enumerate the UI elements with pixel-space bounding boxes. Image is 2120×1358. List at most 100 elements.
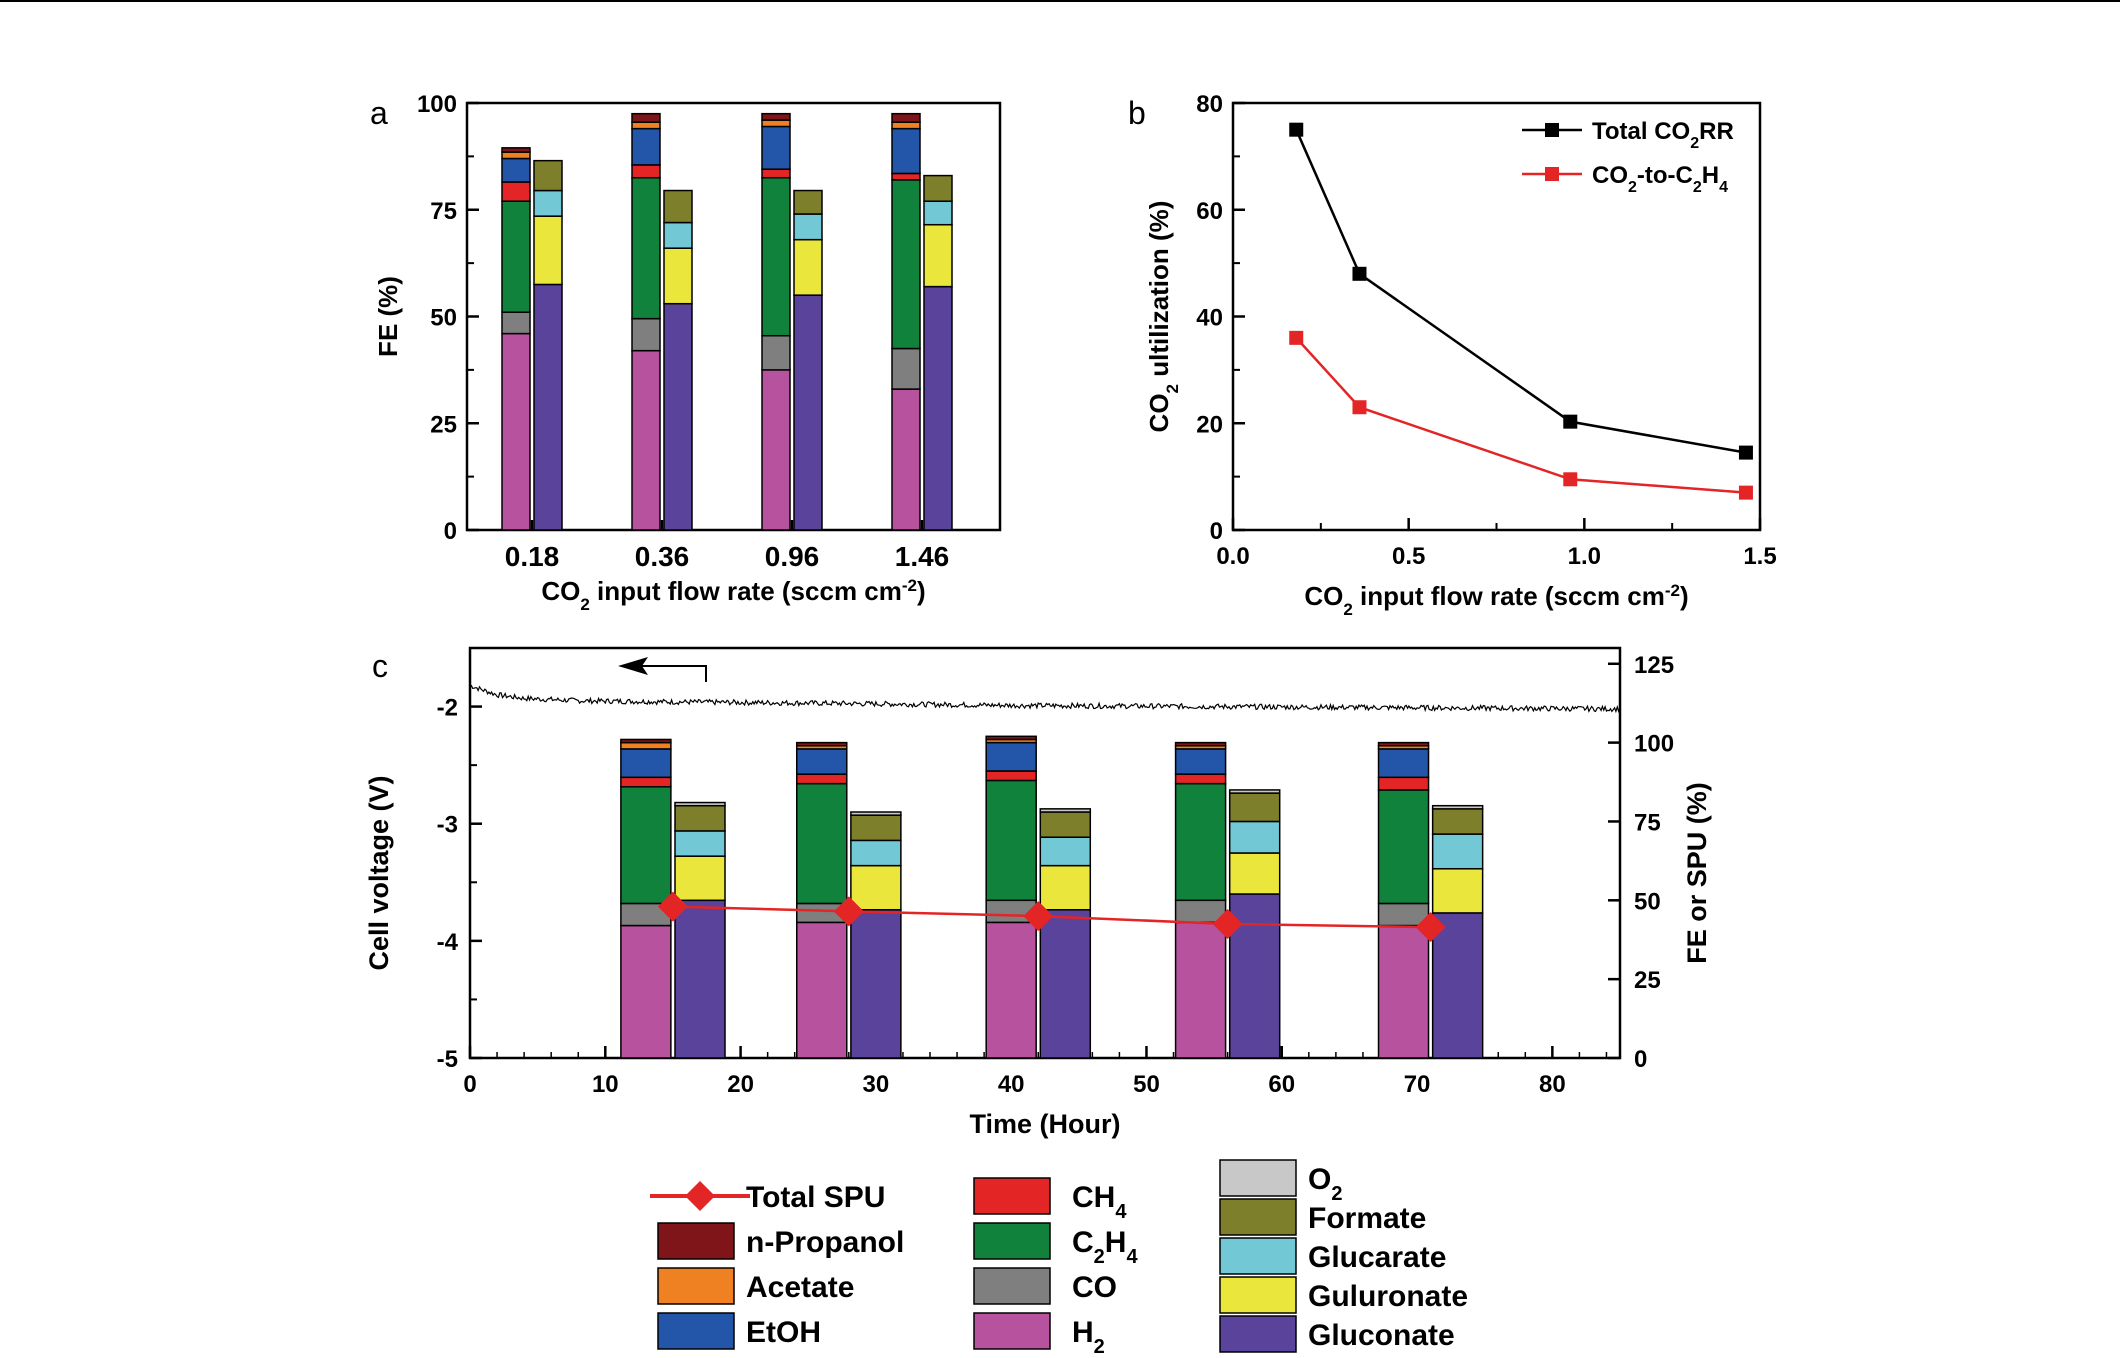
panel-b-point-1 — [1738, 485, 1753, 500]
legend-label-guluronate: Guluronate — [1308, 1280, 1468, 1313]
legend-swatch-total-spu-marker — [685, 1181, 715, 1211]
panel-c-bar-cathode-etoh — [1377, 748, 1430, 779]
panel-c-xtick-label: 40 — [998, 1071, 1025, 1098]
legend-swatch-ch4 — [973, 1177, 1051, 1215]
panel-c-yleft-tick-label: -4 — [437, 929, 459, 956]
panel-a-bar-anode-gluconate — [923, 285, 953, 531]
panel-c-bar-anode-glucarate — [1431, 833, 1484, 870]
panel-c-bar-cathode-ch4 — [1377, 776, 1430, 791]
panel-a-bar-anode-glucarate — [663, 221, 693, 249]
panel-c-xtick-label: 20 — [727, 1071, 754, 1098]
panel-c-xtick-label: 30 — [863, 1071, 890, 1098]
legend-swatch-c2h4 — [973, 1222, 1051, 1260]
panel-c-bar-anode-gluconate — [1228, 893, 1281, 1059]
panel-c-bar-anode-o2 — [674, 801, 726, 807]
panel-label-b: b — [1128, 95, 1146, 131]
panel-a-bar-cathode-etoh — [891, 127, 921, 175]
legend-swatch-gluconate — [1219, 1315, 1297, 1353]
panel-b-point-0 — [1352, 266, 1367, 281]
panel-c-bar-anode-guluronate — [674, 855, 726, 902]
panel-label-c: c — [372, 648, 388, 684]
panel-a-xtick-label: 1.46 — [895, 541, 950, 572]
panel-c-yright-tick-label: 0 — [1634, 1046, 1647, 1073]
panel-c-yleft-tick-label: -2 — [437, 695, 458, 722]
panel-c-yright-tick-label: 25 — [1634, 967, 1661, 994]
legend-label-ch4: CH4 — [1072, 1181, 1127, 1223]
panel-c-bar-cathode-c2h4 — [985, 779, 1037, 902]
panel-c-bar-cathode-etoh — [1174, 748, 1227, 775]
panel-a-bar-cathode-acetate — [631, 121, 661, 130]
panel-b-point-0 — [1563, 414, 1578, 429]
panel-b-ytick-label: 0 — [1210, 518, 1223, 545]
panel-b-legend-marker-0 — [1545, 123, 1559, 137]
panel-a-bar-anode-gluconate — [793, 294, 823, 531]
legend-label-n-propanol: n-Propanol — [746, 1226, 904, 1259]
panel-a-bar-cathode-etoh — [501, 157, 531, 183]
panel-c-bar-anode-formate — [674, 804, 726, 832]
panel-c-spu-point — [657, 891, 688, 922]
panel-b-legend-label-0: Total CO2RR — [1592, 118, 1734, 152]
panel-a-bar-cathode-n-propanol — [631, 112, 661, 123]
panel-c-bar-cathode-etoh — [620, 748, 672, 779]
legend-swatch-n-propanol — [657, 1222, 735, 1260]
panel-b-legend-marker-1 — [1545, 167, 1559, 181]
panel-c-bar-anode-glucarate — [674, 830, 726, 857]
panel-b-point-1 — [1352, 400, 1367, 415]
panel-b-line-1 — [1295, 337, 1747, 494]
panel-a-bar-anode-guluronate — [923, 223, 953, 288]
panel-c-bar-cathode-h2 — [620, 924, 672, 1059]
panel-a-bar-anode-formate — [923, 174, 953, 202]
panel-a-bar-cathode-n-propanol — [761, 112, 791, 121]
panel-c-bar-anode-o2 — [1039, 808, 1092, 813]
panel-c-bar-anode-glucarate — [1228, 820, 1281, 854]
panel-a-bar-cathode-co — [631, 317, 661, 352]
panel-c-bar-cathode-etoh — [985, 741, 1037, 772]
panel-c-bar-anode-glucarate — [1039, 836, 1092, 867]
legend-label-glucarate: Glucarate — [1308, 1241, 1446, 1274]
panel-c-yright-tick-label: 100 — [1634, 731, 1674, 758]
panel-c-spu-point — [833, 896, 864, 927]
panel-c-bar-cathode-ch4 — [985, 770, 1037, 782]
panel-a-bar-cathode-c2h4 — [631, 176, 661, 320]
panel-c-bar-anode-formate — [1228, 792, 1281, 823]
panel-b-point-1 — [1289, 330, 1304, 345]
panel-a-bar-cathode-acetate — [891, 121, 921, 130]
legend-swatch-glucarate — [1219, 1237, 1297, 1275]
panel-a-bar-anode-guluronate — [793, 238, 823, 296]
panel-c-bar-anode-o2 — [1228, 789, 1281, 794]
panel-a-ytick-label: 0 — [444, 518, 457, 545]
panel-c-bar-cathode-n-propanol — [1377, 741, 1430, 747]
panel-c-xtick-label: 0 — [463, 1071, 476, 1098]
panel-c-voltage-trace — [469, 684, 1621, 714]
panel-c-spu-point — [1023, 901, 1054, 932]
legend-swatch-o2 — [1219, 1159, 1297, 1197]
panel-b-xtick-label: 1.0 — [1568, 543, 1601, 570]
panel-c-yright-tick-label: 50 — [1634, 888, 1661, 915]
panel-c-spu-point — [1415, 912, 1446, 943]
panel-c-bar-cathode-c2h4 — [796, 782, 848, 905]
panel-a-bar-anode-glucarate — [793, 213, 823, 241]
panel-a-bar-cathode-co — [761, 334, 791, 371]
legend-label-gluconate: Gluconate — [1308, 1319, 1455, 1352]
panel-a-bar-cathode-etoh — [631, 127, 661, 166]
panel-a-bar-anode-guluronate — [533, 215, 563, 286]
panel-c-bar-anode-guluronate — [1039, 864, 1092, 911]
legend-label-formate: Formate — [1308, 1202, 1426, 1235]
panel-b-line-0 — [1295, 129, 1747, 454]
panel-c-bar-anode-o2 — [850, 811, 902, 816]
panel-a-ytick-label: 75 — [430, 198, 457, 225]
panel-c-left-axis-arrow-head — [618, 657, 648, 675]
panel-a-xtick-label: 0.18 — [505, 541, 560, 572]
panel-b-ytick-label: 40 — [1196, 305, 1223, 332]
legend-swatch-co — [973, 1267, 1051, 1305]
panel-c-bar-cathode-n-propanol — [796, 741, 848, 747]
legend-swatch-formate — [1219, 1198, 1297, 1236]
panel-a-ylabel: FE (%) — [373, 276, 403, 357]
panel-c-bar-anode-gluconate — [1039, 909, 1092, 1059]
legend-swatch-guluronate — [1219, 1276, 1297, 1314]
panel-c-xtick-label: 70 — [1404, 1071, 1431, 1098]
panel-c-bar-cathode-h2 — [1377, 924, 1430, 1059]
panel-a-bar-cathode-ch4 — [891, 172, 921, 181]
legend-label-h2: H2 — [1072, 1316, 1105, 1358]
